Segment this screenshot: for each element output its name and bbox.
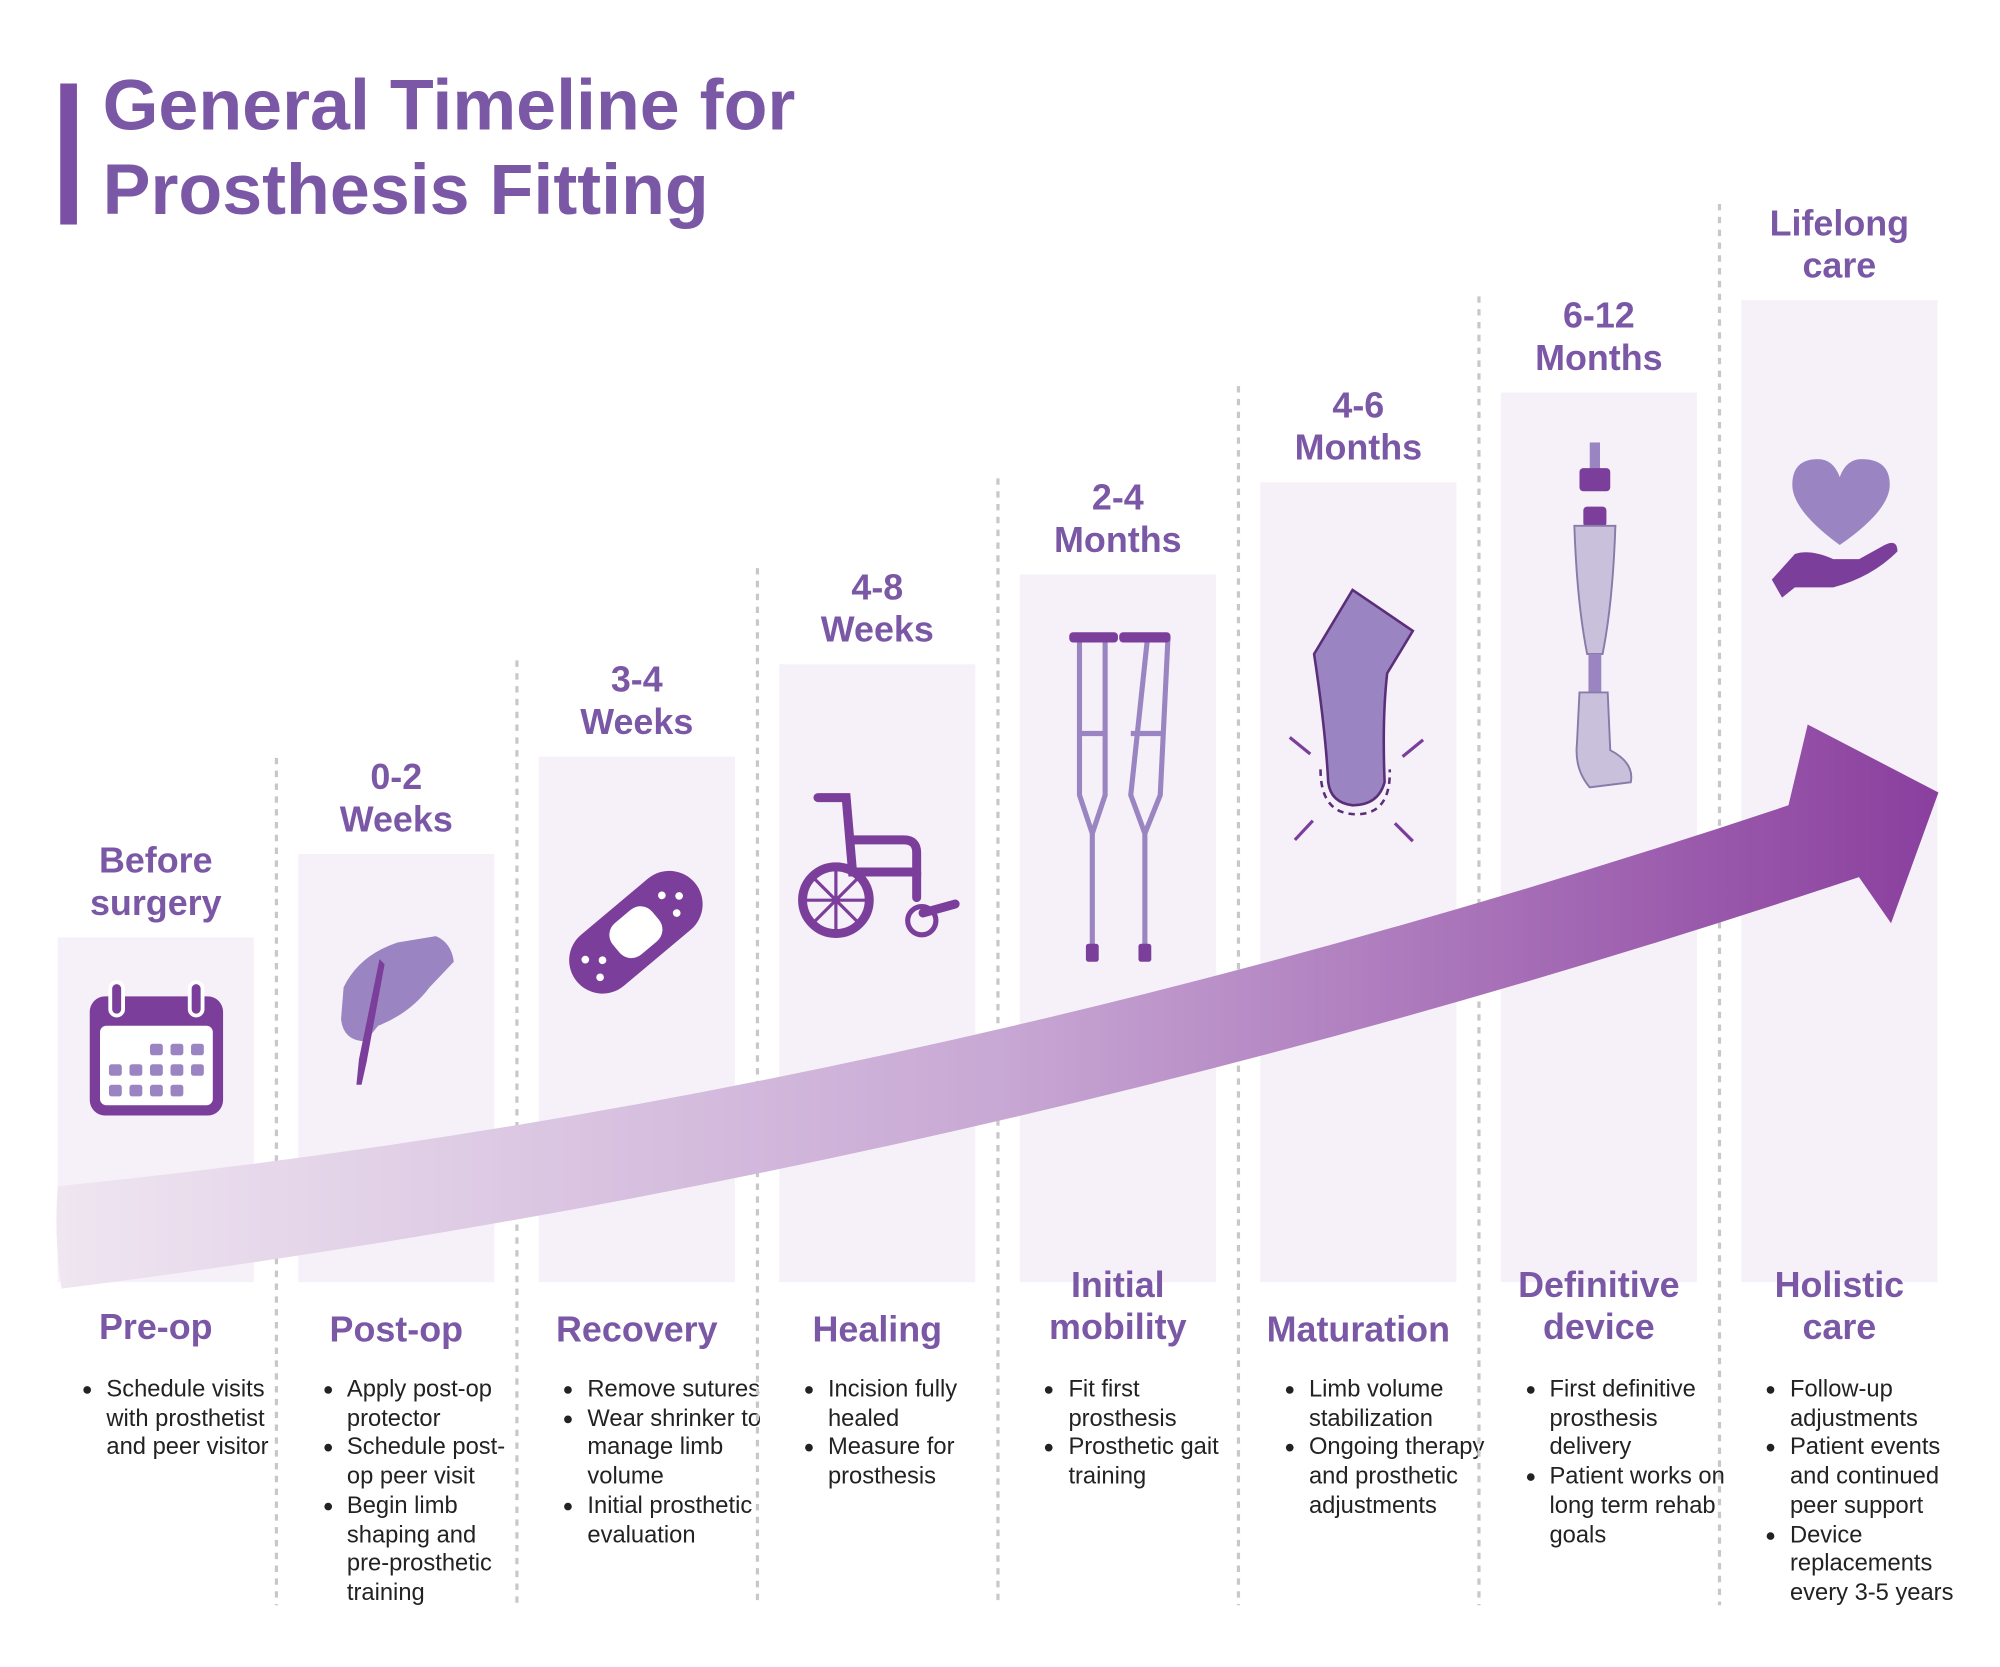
bullet-list: Fit first prosthesisProsthetic gait trai… bbox=[1020, 1375, 1244, 1491]
bullet-list: Limb volume stabilizationOngoing therapy… bbox=[1260, 1375, 1484, 1521]
stage-bullets: Limb volume stabilizationOngoing therapy… bbox=[1260, 1375, 1484, 1631]
stage-name: device bbox=[1543, 1307, 1655, 1347]
stage-bullets: First definitive prosthesis deliveryPati… bbox=[1501, 1375, 1725, 1631]
bullet: Ongoing therapy and prosthetic adjustmen… bbox=[1309, 1433, 1485, 1520]
bullet: Wear shrinker to manage limb volume bbox=[587, 1404, 763, 1491]
stage-name: Maturation bbox=[1267, 1310, 1450, 1350]
bullet: Fit first prosthesis bbox=[1068, 1375, 1244, 1433]
stage-time: Months bbox=[1295, 428, 1423, 468]
limb-icon bbox=[1288, 588, 1425, 843]
bullet: Measure for prosthesis bbox=[828, 1433, 1004, 1491]
wheelchair-icon bbox=[798, 793, 960, 938]
bullet-list: Apply post-op protectorSchedule post-op … bbox=[298, 1375, 522, 1608]
prosthesis-icon bbox=[1573, 442, 1633, 789]
stage-name: Pre-op bbox=[99, 1307, 213, 1347]
bandage-icon bbox=[569, 870, 703, 994]
stage-time: 4-6 bbox=[1332, 385, 1384, 425]
bullet: Patient works on long term rehab goals bbox=[1549, 1462, 1725, 1549]
stage-time: 2-4 bbox=[1092, 478, 1144, 518]
stage-time: Months bbox=[1054, 520, 1182, 560]
stage-time: care bbox=[1802, 246, 1876, 286]
stage-bullets: Remove suturesWear shrinker to manage li… bbox=[539, 1375, 763, 1631]
calendar-icon bbox=[89, 980, 224, 1116]
title-bar bbox=[60, 83, 77, 225]
stage-bullets: Fit first prosthesisProsthetic gait trai… bbox=[1020, 1375, 1244, 1631]
stage-time: surgery bbox=[90, 883, 222, 923]
stage-time: Weeks bbox=[340, 799, 453, 839]
stage-name: care bbox=[1802, 1307, 1876, 1347]
stage-time: 0-2 bbox=[370, 757, 422, 797]
stage-bullets: Apply post-op protectorSchedule post-op … bbox=[298, 1375, 522, 1631]
bullet-list: Schedule visits with prosthetist and pee… bbox=[58, 1375, 282, 1462]
bullet: Follow-up adjustments bbox=[1790, 1375, 1966, 1433]
stage-time: 3-4 bbox=[611, 660, 663, 700]
bullet: Patient events and continued peer suppor… bbox=[1790, 1433, 1966, 1520]
bullet: Limb volume stabilization bbox=[1309, 1375, 1485, 1433]
bullet: Incision fully healed bbox=[828, 1375, 1004, 1433]
stage-panel bbox=[779, 664, 976, 1283]
stage-time: Months bbox=[1535, 338, 1663, 378]
stage-bullets: Schedule visits with prosthetist and pee… bbox=[58, 1375, 282, 1631]
bullet: Schedule post-op peer visit bbox=[347, 1433, 523, 1491]
icons bbox=[89, 442, 1898, 1116]
stage-panel bbox=[1019, 574, 1216, 1283]
stage-name: Healing bbox=[813, 1310, 943, 1350]
stage-name: Holistic bbox=[1775, 1265, 1905, 1305]
title-line: General Timeline for bbox=[103, 65, 796, 145]
bullet-list: Incision fully healedMeasure for prosthe… bbox=[779, 1375, 1003, 1491]
stage-time: Lifelong bbox=[1770, 203, 1910, 243]
stage-name: mobility bbox=[1049, 1307, 1187, 1347]
bullet: Remove sutures bbox=[587, 1375, 763, 1404]
stage-time: Weeks bbox=[821, 610, 934, 650]
stage-name: Initial bbox=[1071, 1265, 1165, 1305]
bullet: First definitive prosthesis delivery bbox=[1549, 1375, 1725, 1462]
stage-name: Definitive bbox=[1518, 1265, 1679, 1305]
stage-time: Weeks bbox=[580, 702, 693, 742]
bullet-list: Remove suturesWear shrinker to manage li… bbox=[539, 1375, 763, 1550]
bullet: Apply post-op protector bbox=[347, 1375, 523, 1433]
bullet-list: Follow-up adjustmentsPatient events and … bbox=[1741, 1375, 1965, 1608]
bullet-list: First definitive prosthesis deliveryPati… bbox=[1501, 1375, 1725, 1550]
title-line: Prosthesis Fitting bbox=[103, 150, 709, 230]
bullet: Device replacements every 3-5 years bbox=[1790, 1520, 1966, 1607]
stage-bullets: Follow-up adjustmentsPatient events and … bbox=[1741, 1375, 1965, 1631]
stage-time: 6-12 bbox=[1563, 296, 1635, 336]
stage-bullets: Incision fully healedMeasure for prosthe… bbox=[779, 1375, 1003, 1631]
stage-name: Recovery bbox=[556, 1310, 718, 1350]
scalpel-icon bbox=[341, 936, 454, 1085]
crutches-icon bbox=[1069, 632, 1171, 962]
bullet: Schedule visits with prosthetist and pee… bbox=[106, 1375, 282, 1462]
stage-time: Before bbox=[99, 840, 213, 880]
progress-arrow bbox=[56, 724, 1939, 1289]
care-icon bbox=[1771, 459, 1898, 598]
stage-name: Post-op bbox=[330, 1310, 464, 1350]
bullet: Prosthetic gait training bbox=[1068, 1433, 1244, 1491]
bullet: Begin limb shaping and pre-prosthetic tr… bbox=[347, 1491, 523, 1607]
bullet: Initial prosthetic evaluation bbox=[587, 1491, 763, 1549]
stage-time: 4-8 bbox=[851, 567, 903, 607]
